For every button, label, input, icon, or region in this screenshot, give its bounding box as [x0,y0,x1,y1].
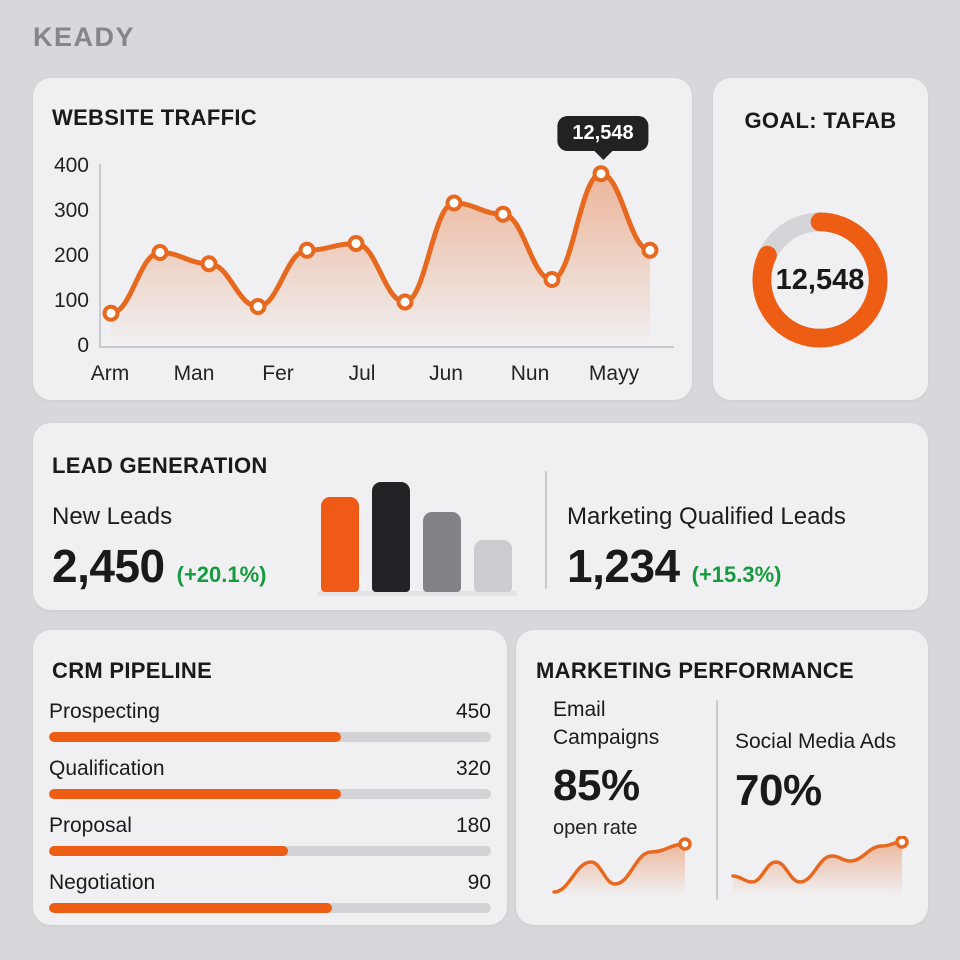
goal-title: GOAL: TAFAB [744,108,897,133]
x-axis-label: Mayy [588,362,640,385]
sparkline-end-marker [678,837,692,851]
data-point-marker [102,304,120,322]
email-campaigns-label: Email Campaigns [553,698,660,749]
goal-donut-chart[interactable] [745,205,895,355]
social-sparkline [731,836,909,896]
new-leads-label: New Leads [52,503,173,530]
data-point-marker [592,165,610,183]
progress-track [49,732,491,742]
new-leads-delta: (+20.1%) [176,562,267,587]
stage-label: Prospecting [49,700,160,723]
bar-chart-baseline [317,591,517,596]
pipeline-stage-row: Prospecting 450 [49,700,491,742]
data-point-marker [249,298,267,315]
leadgen-bar-chart [321,482,512,592]
goal-card: GOAL: TAFAB 12,548 [713,78,928,400]
mql-delta: (+15.3%) [691,562,782,587]
progress-fill [49,732,341,742]
data-point-marker [396,293,414,311]
data-point-marker [298,241,316,259]
mql-label: Marketing Qualified Leads [567,503,846,530]
new-leads-value: 2,450 [52,540,165,592]
bar [474,540,512,592]
app-title: KEADY [33,22,136,52]
pipeline-stage-row: Proposal 180 [49,814,491,856]
traffic-line-chart[interactable] [97,156,677,352]
x-axis-label: Jul [348,362,376,385]
stage-label: Negotiation [49,871,156,894]
lead-generation-card: LEAD GENERATION New Leads 2,450 (+20.1%)… [33,423,928,610]
chart-tooltip: 12,548 [557,116,649,151]
crm-pipeline-card: CRM PIPELINE Prospecting 450 Qualificati… [33,630,507,925]
stage-label: Qualification [49,757,165,780]
progress-fill [49,903,332,913]
donut-progress-arc [752,212,888,348]
email-open-rate-sublabel: open rate [553,817,638,840]
email-open-rate-value: 85% [553,761,640,811]
marketing-performance-title: MARKETING PERFORMANCE [536,658,854,683]
x-axis-label: Fer [262,362,294,385]
stage-value: 90 [467,871,491,894]
social-media-ads-label: Social Media Ads [735,730,897,753]
data-point-marker [543,271,561,288]
y-axis-tick: 300 [53,199,89,222]
data-point-marker [347,235,365,252]
email-campaigns-block: Email Campaigns 85% open rate [553,696,703,840]
progress-track [49,903,491,913]
progress-track [49,846,491,856]
mql-value: 1,234 [567,540,680,592]
pipeline-stage-row: Negotiation 90 [49,871,491,913]
website-traffic-title: WEBSITE TRAFFIC [52,105,257,130]
progress-track [49,789,491,799]
y-axis-tick: 100 [53,289,89,312]
bar [321,497,359,592]
data-point-marker [151,244,169,261]
x-axis-label: Man [173,362,215,385]
bar [423,512,461,592]
stage-value: 450 [455,700,491,723]
bar [372,482,410,592]
crm-pipeline-title: CRM PIPELINE [52,658,213,683]
mql-block: Marketing Qualified Leads 1,234 (+15.3%) [567,503,846,593]
email-sparkline [552,837,692,896]
lead-generation-title: LEAD GENERATION [52,453,268,478]
social-media-ads-block: Social Media Ads 70% [735,728,915,816]
sparkline-end-marker [895,836,909,849]
stage-value: 180 [455,814,491,837]
data-point-marker [200,255,218,273]
progress-fill [49,789,341,799]
x-axis-label: Jun [429,362,463,385]
divider [545,471,547,589]
data-point-marker [494,205,512,223]
y-axis-tick: 200 [53,244,89,267]
new-leads-block: New Leads 2,450 (+20.1%) [52,503,267,593]
stage-label: Proposal [49,814,132,837]
stage-value: 320 [455,757,491,780]
x-axis-label: Arm [90,362,130,385]
website-traffic-card: WEBSITE TRAFFIC 400 300 200 100 0 12,548 Arm… [33,78,692,400]
y-axis-tick: 400 [53,154,89,177]
marketing-performance-card: MARKETING PERFORMANCE Email Campaigns 85… [516,630,928,925]
pipeline-stage-row: Qualification 320 [49,757,491,799]
social-media-ads-value: 70% [735,765,822,815]
data-point-marker [445,194,463,212]
y-axis-tick: 0 [77,334,89,357]
divider [716,700,718,900]
data-point-marker [641,241,659,259]
goal-value: 12,548 [775,263,865,296]
x-axis-label: Nun [510,362,550,385]
progress-fill [49,846,288,856]
